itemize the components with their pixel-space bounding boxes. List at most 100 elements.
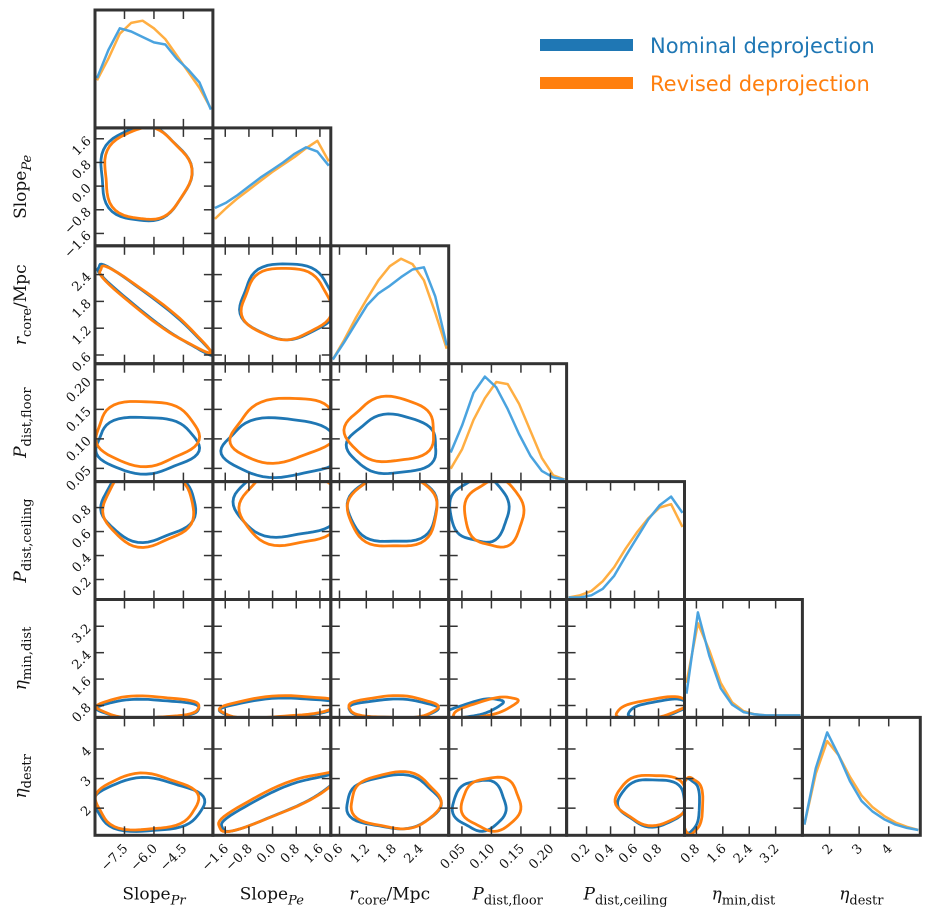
panel-2-2 — [329, 244, 451, 366]
contour-revised — [95, 771, 201, 832]
contour-revised — [217, 694, 331, 718]
panel-frame — [93, 126, 215, 248]
y-axis-label: Pdist,ceiling — [11, 498, 35, 583]
panel-6-3 — [447, 715, 569, 837]
panel-3-0 — [93, 362, 215, 484]
panel-0-0 — [93, 8, 215, 130]
y-axis-label: Pdist,floor — [11, 387, 35, 459]
panel-3-3 — [447, 362, 569, 484]
panel-content — [342, 394, 438, 476]
y-tick-label: 0.6 — [69, 527, 94, 552]
panel-5-4 — [565, 598, 686, 719]
panel-2-1 — [211, 244, 333, 366]
contour-revised — [237, 481, 331, 548]
x-tick-label: 2.4 — [731, 842, 756, 867]
panel-6-6 — [800, 715, 922, 837]
x-tick-label: 0.8 — [278, 842, 303, 867]
panel-content — [803, 731, 919, 832]
x-tick-label: 1.2 — [348, 842, 373, 867]
panel-content — [217, 770, 331, 834]
panel-content — [613, 774, 685, 829]
y-tick-label: 0.2 — [69, 575, 94, 600]
panel-content — [449, 375, 566, 481]
marginal-nominal-line — [449, 375, 565, 481]
panel-content — [614, 695, 685, 718]
x-tick-label: 0.6 — [321, 842, 346, 867]
marginal-nominal-line — [568, 495, 684, 599]
marginal-revised-line — [568, 502, 684, 599]
y-axis-label: SlopePe — [11, 154, 35, 218]
marginal-revised-line — [331, 257, 448, 361]
panel-6-0 — [93, 715, 215, 837]
contour-revised — [228, 396, 331, 465]
panel-5-1 — [211, 598, 333, 719]
contour-revised — [98, 264, 213, 355]
y-tick-label: 4 — [78, 744, 94, 760]
panel-content — [214, 139, 330, 220]
contour-revised — [349, 770, 443, 831]
x-tick-label: −4.5 — [157, 842, 190, 875]
y-tick-label: 3.2 — [69, 621, 94, 646]
x-tick-label: 0.6 — [616, 842, 641, 867]
legend-label-nominal: Nominal deprojection — [650, 34, 875, 58]
panel-3-1 — [211, 362, 333, 484]
marginal-nominal-line — [803, 731, 919, 832]
contour-revised — [451, 695, 520, 718]
marginal-revised-line — [214, 139, 330, 220]
x-tick-label: 0.2 — [568, 842, 593, 867]
contour-nominal — [450, 778, 508, 833]
panel-1-0 — [93, 126, 215, 248]
panels — [93, 8, 922, 837]
contour-nominal — [345, 481, 439, 543]
panel-5-3 — [447, 598, 569, 719]
marginal-nominal-line — [95, 27, 213, 111]
contour-nominal — [344, 412, 438, 476]
marginal-revised-line — [803, 739, 919, 832]
contour-nominal — [95, 775, 207, 833]
y-tick-label: 0.15 — [64, 404, 95, 435]
y-tick-label: 1.2 — [69, 323, 94, 348]
y-tick-label: 0.8 — [69, 503, 94, 528]
x-axis-label: Pdist,floor — [471, 884, 543, 908]
panel-content — [345, 481, 439, 548]
x-tick-label: 0.10 — [467, 842, 498, 873]
contour-nominal — [220, 773, 331, 833]
y-tick-label: 0.8 — [69, 701, 94, 726]
panel-3-2 — [329, 362, 451, 484]
legend: Nominal deprojection Revised deprojectio… — [540, 34, 875, 96]
x-tick-label: 1.6 — [704, 842, 729, 867]
panel-frame — [800, 715, 922, 837]
x-tick-label: 0.4 — [592, 842, 617, 867]
y-tick-label: 2 — [78, 803, 94, 819]
y-tick-label: 0.05 — [64, 463, 95, 494]
x-tick-label: 3.2 — [757, 842, 782, 867]
y-axis-label: ηmin,dist — [11, 626, 35, 690]
x-tick-label: −0.8 — [223, 842, 256, 875]
x-tick-label: 0.8 — [678, 842, 703, 867]
x-tick-label: 0.05 — [438, 842, 469, 873]
contour-nominal — [616, 778, 685, 829]
x-axis-label: ηmin,dist — [712, 884, 776, 908]
panel-content — [448, 481, 526, 549]
contour-revised — [103, 127, 194, 221]
contour-nominal — [231, 481, 331, 539]
y-tick-label: 0.0 — [69, 181, 94, 206]
y-tick-label: 0.8 — [69, 157, 94, 182]
contour-revised — [459, 775, 523, 833]
x-axis-label: SlopePe — [240, 884, 304, 908]
marginal-nominal-line — [685, 611, 801, 717]
y-tick-label: 3 — [78, 774, 94, 790]
y-tick-label: 0.20 — [64, 375, 95, 406]
panel-content — [95, 771, 207, 833]
marginal-nominal-line — [214, 146, 330, 210]
panel-4-2 — [329, 480, 451, 602]
panel-content — [95, 19, 213, 111]
contour-nominal — [219, 416, 331, 480]
panel-4-4 — [565, 480, 686, 602]
y-tick-label: 1.6 — [69, 674, 94, 699]
contour-revised — [342, 394, 435, 464]
panel-content — [99, 127, 194, 223]
x-tick-label: 2 — [820, 842, 836, 858]
panel-4-0 — [93, 480, 215, 602]
